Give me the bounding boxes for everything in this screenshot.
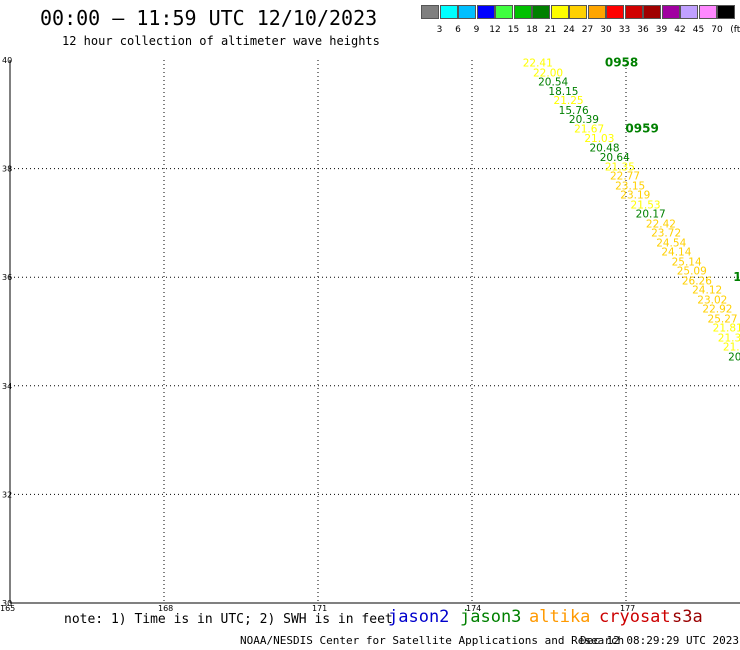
legend-swatch bbox=[624, 5, 643, 19]
lat-tick-label: 34 bbox=[2, 382, 12, 391]
legend-label: 21 bbox=[544, 25, 557, 35]
wave-height-value: 26.26 bbox=[682, 275, 712, 287]
generated-timestamp: Dec 12 08:29:29 UTC 2023 bbox=[580, 634, 739, 647]
legend-label: 6 bbox=[455, 25, 461, 35]
legend-label: 33 bbox=[618, 25, 631, 35]
legend-swatch bbox=[698, 5, 717, 19]
legend-label: 30 bbox=[600, 25, 612, 35]
wave-height-value: 21.81 bbox=[713, 323, 740, 335]
wave-height-value: 15.76 bbox=[559, 105, 589, 117]
legend-swatch bbox=[421, 5, 439, 19]
legend-label: 27 bbox=[581, 25, 594, 35]
wave-height-value: 25.14 bbox=[672, 256, 702, 268]
wave-height-value: 23.15 bbox=[615, 180, 645, 192]
wave-height-value: 21.03 bbox=[584, 133, 614, 145]
wave-height-value: 21.3 bbox=[718, 332, 740, 344]
wave-height-value: 21.53 bbox=[631, 199, 661, 211]
legend-label: 70 bbox=[711, 25, 723, 35]
legend-swatch bbox=[439, 5, 458, 19]
lon-tick-label: 165 bbox=[0, 604, 15, 613]
track-time-label: 100 bbox=[733, 270, 740, 284]
legend-swatch bbox=[606, 5, 624, 19]
legend-swatch bbox=[587, 5, 606, 19]
lat-tick-label: 40 bbox=[2, 56, 12, 65]
satellite-s3a: s3a bbox=[672, 607, 703, 627]
legend-label: 15 bbox=[507, 25, 520, 35]
legend-swatch bbox=[569, 5, 587, 19]
track-time-label: 0959 bbox=[625, 121, 658, 135]
wave-height-value: 23.72 bbox=[651, 228, 681, 240]
wave-height-value: 22.92 bbox=[702, 304, 732, 316]
legend-label: 42 bbox=[674, 25, 686, 35]
wave-height-value: 22.77 bbox=[610, 171, 640, 183]
wave-height-value: 23.02 bbox=[697, 294, 727, 306]
legend-label: 9 bbox=[473, 25, 480, 35]
legend-swatch bbox=[661, 5, 680, 19]
legend-label: 12 bbox=[489, 25, 501, 35]
wave-height-value: 21.67 bbox=[574, 123, 604, 135]
lon-tick-label: 171 bbox=[312, 604, 327, 613]
wave-height-value: 21.25 bbox=[554, 95, 584, 107]
wave-height-value: 22.41 bbox=[523, 58, 553, 70]
lon-tick-label: 174 bbox=[466, 604, 481, 613]
credit-line: NOAA/NESDIS Center for Satellite Applica… bbox=[240, 634, 625, 647]
satellite-jason3: jason3 bbox=[460, 607, 522, 627]
legend-label: 24 bbox=[563, 25, 575, 35]
lat-tick-label: 32 bbox=[2, 490, 12, 499]
wave-height-value: 21.35 bbox=[605, 161, 635, 173]
legend-label: 3 bbox=[436, 25, 443, 35]
legend-label: 39 bbox=[655, 25, 668, 35]
legend-swatch bbox=[495, 5, 513, 19]
wave-height-value: 22.42 bbox=[646, 218, 676, 230]
lon-tick-label: 177 bbox=[620, 604, 635, 613]
wave-height-value: 20 bbox=[728, 351, 740, 363]
wave-height-value: 25.27 bbox=[708, 313, 738, 325]
wave-height-value: 20.54 bbox=[538, 77, 568, 89]
wave-height-value: 20.17 bbox=[636, 209, 666, 221]
legend-label: 36 bbox=[637, 25, 649, 35]
lat-tick-label: 30 bbox=[2, 599, 12, 608]
wave-height-value: 24.14 bbox=[661, 247, 691, 259]
legend-swatch bbox=[513, 5, 532, 19]
lat-tick-label: 38 bbox=[2, 165, 12, 174]
legend-label: 18 bbox=[526, 25, 538, 35]
satellite-altika: altika bbox=[529, 607, 591, 627]
page-title: 00:00 — 11:59 UTC 12/10/2023 bbox=[40, 6, 378, 30]
satellite-jason2: jason2 bbox=[388, 607, 450, 627]
legend-swatch bbox=[680, 5, 698, 19]
lon-tick-label: 168 bbox=[158, 604, 173, 613]
wave-height-value: 18.15 bbox=[548, 86, 578, 98]
lat-tick-label: 36 bbox=[2, 273, 12, 282]
track-time-label: 0958 bbox=[605, 56, 638, 70]
page-subtitle: 12 hour collection of altimeter wave hei… bbox=[62, 34, 380, 48]
wave-height-value: 20.39 bbox=[569, 114, 599, 126]
wave-height-value: 20.48 bbox=[589, 142, 619, 154]
legend-unit: (ft) bbox=[730, 25, 740, 35]
satellite-cryosat: cryosat bbox=[599, 607, 671, 627]
wave-height-value: 20.64 bbox=[600, 152, 630, 164]
legend-label: 45 bbox=[692, 25, 705, 35]
wave-height-value: 21. bbox=[723, 342, 740, 354]
legend-swatch bbox=[458, 5, 476, 19]
wave-height-value: 25.09 bbox=[677, 266, 707, 278]
wave-height-value: 22.00 bbox=[533, 67, 563, 79]
wave-height-value: 24.12 bbox=[692, 285, 722, 297]
legend-swatch bbox=[550, 5, 569, 19]
legend-swatch bbox=[476, 5, 495, 19]
legend-swatch bbox=[717, 5, 735, 19]
legend-swatch bbox=[643, 5, 661, 19]
legend-swatch bbox=[532, 5, 550, 19]
wave-height-value: 23.19 bbox=[620, 190, 650, 202]
wave-height-value: 24.54 bbox=[656, 237, 686, 249]
footnote: note: 1) Time is in UTC; 2) SWH is in fe… bbox=[64, 612, 393, 627]
